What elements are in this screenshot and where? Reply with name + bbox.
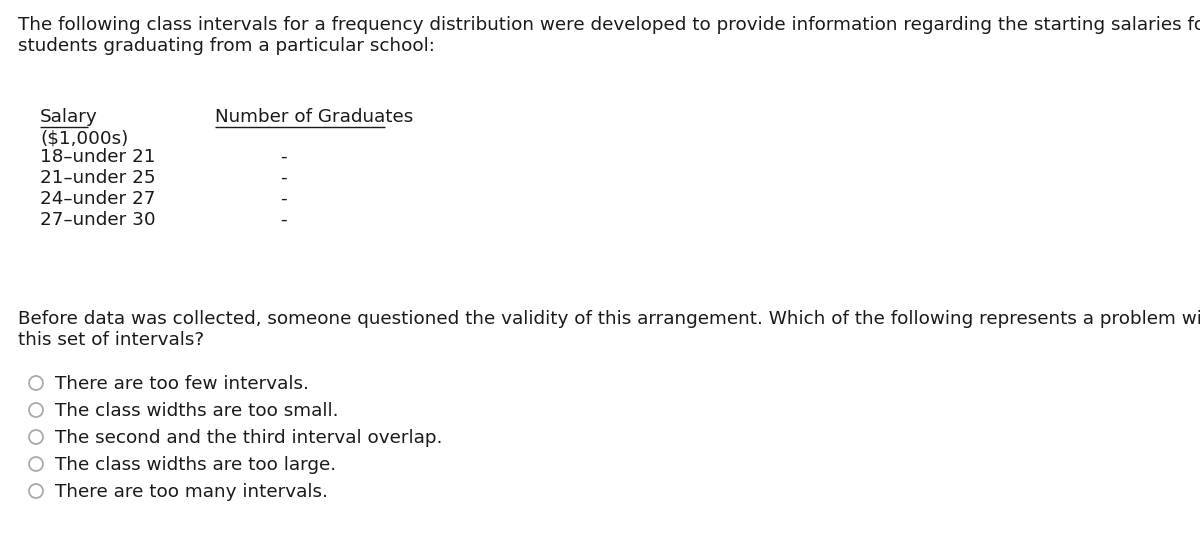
Text: The second and the third interval overlap.: The second and the third interval overla… [55,429,443,447]
Text: Before data was collected, someone questioned the validity of this arrangement. : Before data was collected, someone quest… [18,310,1200,328]
Text: 21–under 25: 21–under 25 [40,169,156,187]
Text: -: - [280,190,287,208]
Text: Number of Graduates: Number of Graduates [215,108,413,126]
Text: Salary: Salary [40,108,97,126]
Text: There are too many intervals.: There are too many intervals. [55,483,328,501]
Text: 24–under 27: 24–under 27 [40,190,156,208]
Text: -: - [280,211,287,229]
Text: There are too few intervals.: There are too few intervals. [55,375,308,393]
Text: The class widths are too large.: The class widths are too large. [55,456,336,474]
Text: -: - [280,148,287,166]
Text: ($1,000s): ($1,000s) [40,129,128,147]
Text: 27–under 30: 27–under 30 [40,211,156,229]
Text: 18–under 21: 18–under 21 [40,148,156,166]
Text: The class widths are too small.: The class widths are too small. [55,402,338,420]
Text: -: - [280,169,287,187]
Text: The following class intervals for a frequency distribution were developed to pro: The following class intervals for a freq… [18,16,1200,34]
Text: students graduating from a particular school:: students graduating from a particular sc… [18,37,434,55]
Text: this set of intervals?: this set of intervals? [18,331,204,349]
